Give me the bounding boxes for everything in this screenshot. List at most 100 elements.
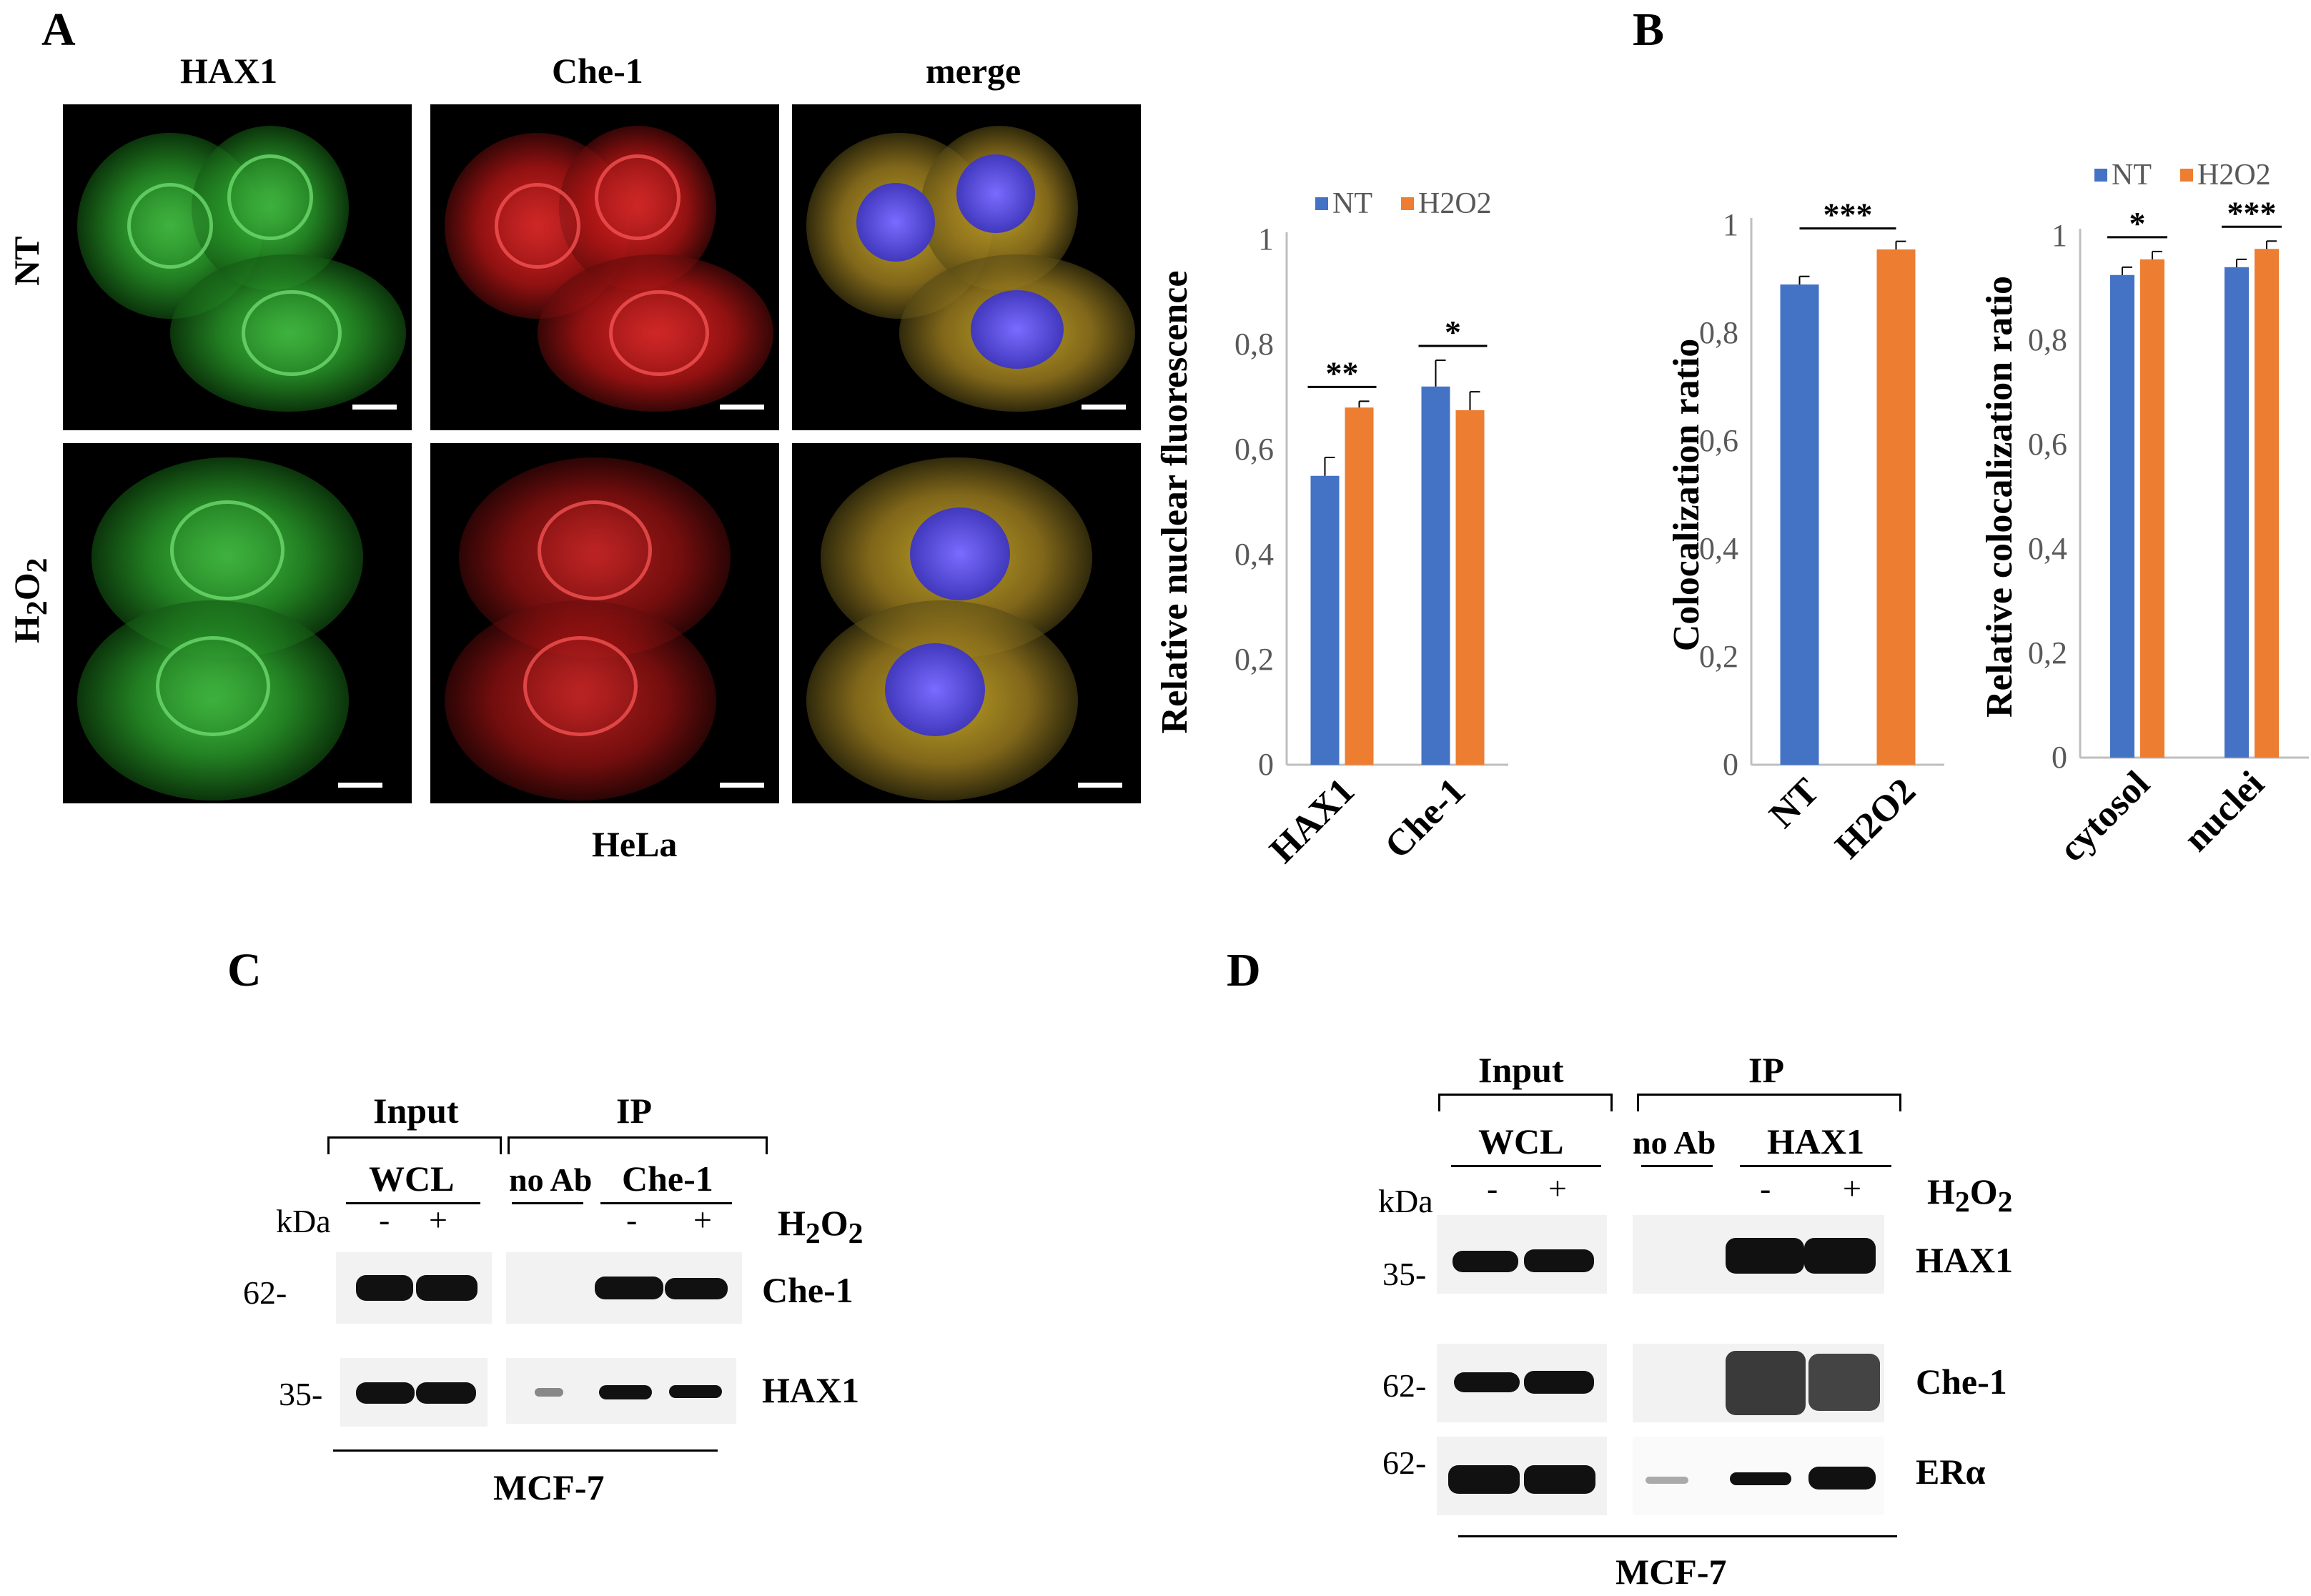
- band: [1804, 1238, 1876, 1274]
- y-tick-label: 0,6: [1699, 423, 1738, 458]
- d-ip-minus: -: [1760, 1170, 1771, 1206]
- c-band-label-hax1: HAX1: [762, 1370, 860, 1410]
- c-h2o2-sub1: 2: [805, 1217, 821, 1250]
- bar: [2255, 249, 2279, 758]
- panel-b-letter: B: [1633, 4, 1665, 56]
- band: [356, 1382, 415, 1404]
- d-input-bracket: [1438, 1094, 1613, 1111]
- bar: [1421, 386, 1450, 765]
- c-blot-che1-ip: [506, 1252, 742, 1324]
- micrograph-nt-che1: [430, 104, 779, 430]
- bar: [2225, 267, 2249, 758]
- band: [1448, 1465, 1520, 1494]
- band: [665, 1278, 728, 1299]
- significance-label: ***: [1823, 197, 1873, 233]
- c-noab-underline: [512, 1202, 583, 1204]
- legend-swatch: [1315, 197, 1328, 210]
- c-wcl-label: WCL: [369, 1159, 455, 1199]
- d-h2o2-sub2: 2: [1997, 1186, 2013, 1219]
- band: [595, 1277, 663, 1299]
- c-h2o2-sub2: 2: [848, 1217, 863, 1250]
- band: [1808, 1354, 1880, 1411]
- panel-c-letter: C: [227, 944, 262, 996]
- c-ip-plus: +: [693, 1201, 712, 1238]
- scale-bar: [1082, 405, 1126, 410]
- d-wcl-underline: [1451, 1165, 1601, 1167]
- d-noab-label: no Ab: [1633, 1124, 1716, 1161]
- micrograph-nt-merge: [792, 104, 1141, 430]
- band: [1453, 1251, 1518, 1272]
- row-label-nt: NT: [6, 237, 47, 286]
- d-ip-plus: +: [1843, 1170, 1861, 1206]
- c-noab-label: no Ab: [509, 1161, 593, 1198]
- chart-colocalization-ratio: 0 0,2 0,4 0,6 0,8 1 Colocalization ratio NT H2O2…: [1666, 197, 1944, 866]
- chart-nuclear-fluorescence: 0 0,2 0,4 0,6 0,8 1 Relative nuclear fluoresce…: [1154, 187, 1508, 871]
- y-tick-label: 0,4: [1699, 531, 1738, 566]
- band: [1726, 1351, 1806, 1415]
- y-tick-label: 0,2: [1234, 642, 1274, 677]
- x-tick-label: HAX1: [1262, 770, 1362, 871]
- c-mw-62: 62-: [243, 1274, 287, 1311]
- d-ip-label: IP: [1748, 1050, 1784, 1090]
- panel-d-letter: D: [1227, 944, 1261, 996]
- bar: [1345, 407, 1374, 765]
- y-tick-label: 0,8: [2028, 322, 2067, 357]
- d-input-label: Input: [1478, 1050, 1564, 1090]
- legend-label: H2O2: [1418, 187, 1492, 220]
- d-hax1-underline: [1740, 1165, 1891, 1167]
- y-tick-label: 1: [2052, 218, 2067, 253]
- c-mw-35: 35-: [279, 1376, 323, 1412]
- scale-bar: [720, 783, 764, 788]
- scale-bar: [338, 783, 382, 788]
- c-wcl-plus: +: [429, 1201, 447, 1238]
- micrograph-h2o2-che1: [430, 443, 779, 803]
- panel-a-letter: A: [41, 4, 76, 56]
- d-cell-line-rule: [1458, 1535, 1897, 1537]
- y-tick-label: 0,8: [1699, 315, 1738, 350]
- d-band-label-che1: Che-1: [1916, 1362, 2007, 1402]
- c-blot-hax1-input: [340, 1358, 488, 1427]
- d-band-label-era: ERα: [1916, 1452, 1986, 1492]
- c-cell-line-rule: [333, 1449, 718, 1452]
- d-mw-35: 35-: [1382, 1256, 1427, 1292]
- d-blot-che1-ip: [1633, 1344, 1884, 1422]
- significance-label: ***: [2227, 194, 2277, 231]
- row-label-h2o2: H2O2: [6, 558, 54, 643]
- legend-label: NT: [1332, 187, 1372, 220]
- c-input-label: Input: [373, 1091, 459, 1131]
- d-wcl-minus: -: [1487, 1170, 1498, 1206]
- band: [1730, 1472, 1791, 1485]
- bar: [1455, 410, 1485, 765]
- d-kda-label: kDa: [1378, 1183, 1433, 1219]
- row-label-h2o2-h: H: [6, 615, 46, 643]
- legend-swatch: [1401, 197, 1414, 210]
- d-blot-era-input: [1437, 1437, 1607, 1515]
- c-band-label-che1: Che-1: [762, 1270, 853, 1310]
- legend-label: NT: [2112, 159, 2152, 192]
- y-tick-label: 0,4: [1234, 537, 1274, 572]
- y-axis-label: Relative nuclear fluorescence: [1154, 271, 1195, 734]
- band: [1808, 1467, 1876, 1490]
- band: [669, 1385, 722, 1398]
- d-blot-che1-input: [1437, 1344, 1607, 1422]
- legend-swatch: [2180, 169, 2193, 182]
- band: [1524, 1249, 1594, 1272]
- bar: [1780, 284, 1819, 765]
- d-wcl-plus: +: [1548, 1170, 1567, 1206]
- y-tick-label: 0,6: [2028, 427, 2067, 462]
- band: [1726, 1238, 1804, 1274]
- d-h2o2-sub1: 2: [1954, 1186, 1970, 1219]
- d-cell-line: MCF-7: [1615, 1552, 1727, 1592]
- band: [1524, 1465, 1595, 1494]
- row-label-h2o2-sub2: 2: [21, 557, 54, 573]
- band: [1646, 1477, 1688, 1484]
- y-tick-label: 0,2: [1699, 639, 1738, 674]
- y-tick-label: 1: [1258, 222, 1274, 257]
- d-blot-era-ip: [1633, 1437, 1884, 1515]
- d-wcl-label: WCL: [1478, 1121, 1564, 1161]
- bar: [1310, 475, 1340, 765]
- d-noab-underline: [1641, 1165, 1713, 1167]
- c-ip-minus: -: [626, 1201, 638, 1238]
- chart-relative-colocalization: 0 0,2 0,4 0,6 0,8 1 Relative colocalization ra…: [1979, 159, 2309, 870]
- scale-bar: [352, 405, 397, 410]
